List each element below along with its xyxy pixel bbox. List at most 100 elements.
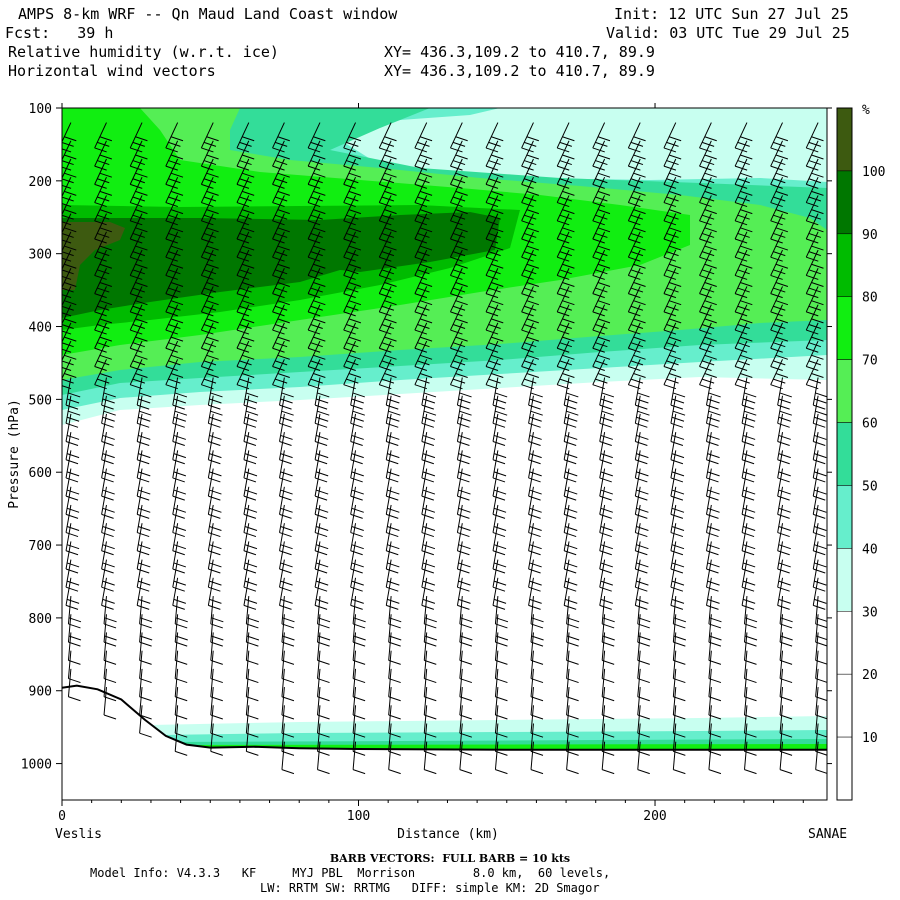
wind-barb	[492, 413, 507, 446]
wind-barb	[279, 377, 294, 410]
wind-barb	[272, 176, 290, 208]
wind-barb	[421, 541, 436, 574]
wind-barb	[343, 231, 362, 262]
valid-time: Valid: 03 UTC Tue 29 Jul 25	[606, 24, 850, 42]
wind-barb	[706, 504, 720, 538]
wind-barb	[663, 268, 682, 299]
wind-barb	[136, 377, 152, 410]
wind-barb	[200, 176, 219, 208]
wind-barb	[94, 176, 113, 208]
wind-barb	[129, 322, 148, 353]
wind-barb	[777, 523, 791, 556]
wind-barb	[307, 176, 326, 208]
wind-barb	[563, 377, 579, 410]
model-info-line2: LW: RRTM SW: RRTMG DIFF: simple KM: 2D S…	[260, 881, 600, 895]
wind-barb	[592, 140, 611, 171]
wind-barb	[236, 176, 255, 208]
colorbar-label: 10	[862, 731, 878, 746]
wind-barb	[172, 468, 187, 501]
wind-barb	[779, 741, 793, 775]
wind-barb	[599, 577, 613, 610]
wind-barb	[279, 559, 293, 592]
wind-barb	[165, 286, 184, 317]
wind-barb	[592, 322, 611, 353]
wind-barb	[592, 195, 611, 226]
y-tick-label: 700	[29, 539, 52, 554]
wind-barb	[272, 195, 290, 226]
wind-barb	[243, 541, 258, 574]
wind-barb	[165, 304, 184, 335]
wind-barb	[62, 268, 77, 299]
wind-barb	[129, 195, 148, 226]
wind-barb	[62, 213, 77, 244]
wind-barb	[734, 140, 753, 171]
wind-barb	[272, 249, 290, 280]
wind-barb	[136, 504, 151, 538]
wind-barb	[459, 741, 473, 775]
wind-barb	[777, 559, 791, 592]
wind-barb	[563, 523, 578, 556]
wind-barb	[101, 377, 116, 410]
wind-barb	[279, 486, 293, 519]
wind-barb	[741, 395, 757, 428]
wind-barb	[627, 340, 646, 371]
wind-barb	[343, 140, 362, 171]
field-label-wind: Horizontal wind vectors	[8, 62, 216, 80]
wind-barb	[706, 432, 720, 465]
wind-barb	[385, 577, 400, 610]
wind-barb	[805, 268, 824, 299]
wind-barb	[307, 213, 326, 244]
wind-barb	[378, 286, 397, 317]
colorbar-label: 80	[862, 291, 878, 306]
wind-barb	[556, 340, 575, 371]
wind-barb	[741, 486, 756, 519]
wind-barb	[307, 304, 326, 335]
wind-barb	[272, 140, 290, 171]
wind-barb	[129, 268, 148, 299]
wind-barb	[272, 268, 290, 299]
wind-barb	[494, 741, 508, 775]
wind-barb	[528, 413, 542, 446]
wind-barb	[741, 577, 756, 610]
wind-barb	[139, 705, 152, 738]
wind-barb	[129, 231, 148, 262]
wind-barb	[414, 286, 433, 317]
wind-barb	[65, 523, 80, 556]
wind-barb	[492, 541, 507, 574]
wind-barb	[65, 395, 81, 428]
wind-barb	[485, 176, 504, 208]
wind-barb	[62, 340, 77, 371]
wind-barb	[343, 158, 362, 189]
wind-barb	[378, 122, 397, 153]
wind-barb	[492, 486, 507, 519]
wind-barb	[521, 340, 539, 371]
wind-barb	[521, 231, 539, 262]
colorbar-swatch	[836, 611, 853, 675]
wind-barb	[343, 286, 362, 317]
wind-barb	[556, 195, 575, 226]
wind-barb	[556, 304, 575, 335]
wind-barb	[207, 413, 222, 446]
wind-barb	[129, 304, 148, 335]
wind-barb	[485, 158, 504, 189]
wind-barb	[236, 140, 255, 171]
wind-barb	[385, 541, 400, 574]
wind-barb	[492, 450, 507, 483]
wind-barb	[236, 213, 255, 244]
wind-barb	[314, 395, 330, 428]
wind-barbs	[62, 122, 827, 775]
wind-barb	[627, 322, 646, 353]
wind-barb	[521, 158, 539, 189]
wind-barb	[450, 213, 468, 244]
wind-barb	[243, 523, 258, 556]
wind-barb	[521, 268, 539, 299]
wind-barb	[307, 140, 326, 171]
y-axis-label: Pressure (hPa)	[7, 399, 22, 509]
wind-barb	[599, 541, 613, 574]
wind-barb	[812, 432, 827, 465]
x-axis: 0 100 200	[58, 103, 804, 824]
wind-barb	[101, 413, 115, 446]
terrain-mask	[62, 685, 827, 800]
wind-barb	[94, 213, 113, 244]
wind-barb	[485, 195, 504, 226]
